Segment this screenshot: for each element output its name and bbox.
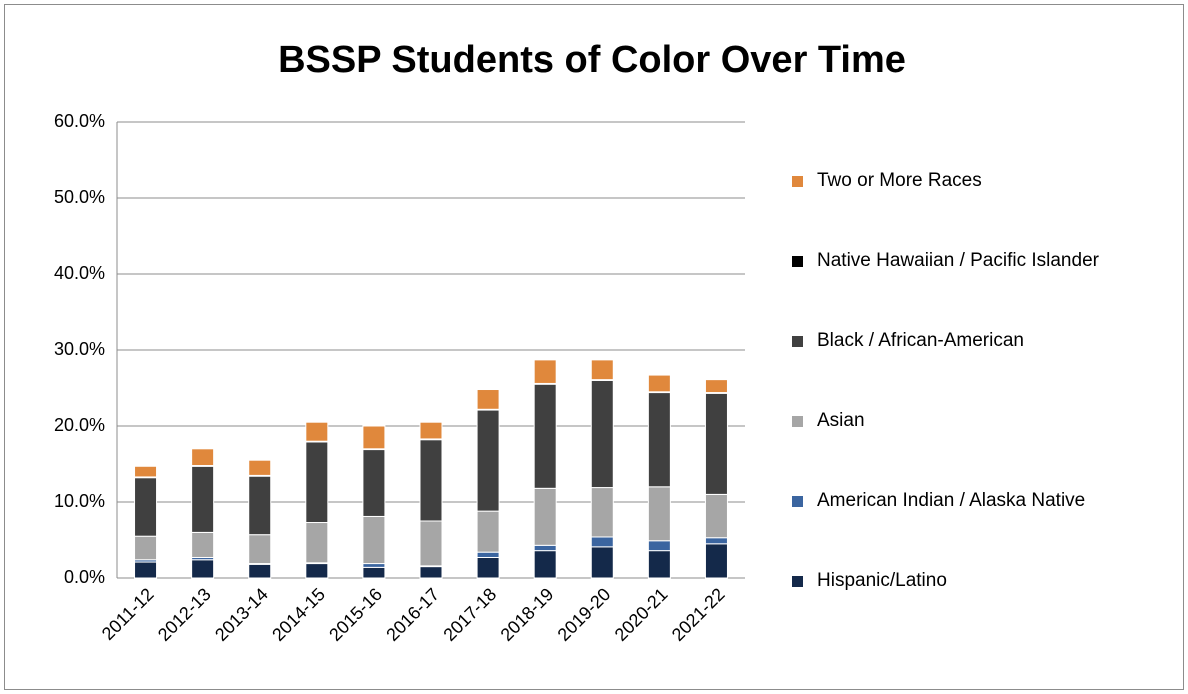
legend-swatch [792,256,803,267]
x-tick-label: 2011-12 [98,584,158,644]
bar-segment [362,425,386,450]
legend-item: Two or More Races [792,165,1152,197]
bar-segment [590,359,614,381]
y-tick-label: 40.0% [54,263,105,283]
bar-segment [647,486,671,542]
bar-segment [248,459,272,476]
bar-segment [305,421,329,442]
legend-item: Native Hawaiian / Pacific Islander [792,245,1152,277]
bar-segment [191,465,215,533]
bar-segment [476,389,500,410]
bar-segment [476,556,500,579]
bar-segment [704,392,728,495]
bar-segment [704,379,728,394]
bar-segment [704,493,728,539]
x-tick-label: 2019-20 [554,584,615,645]
x-tick-label: 2013-14 [211,584,272,645]
legend-item: Asian [792,405,1152,437]
bar-segment [305,563,329,579]
bar-segment [134,477,158,537]
bar-segment [362,449,386,517]
bar-segment [533,544,557,552]
bar-segment [191,448,215,467]
legend-label: Asian [817,410,865,431]
y-tick-label: 20.0% [54,415,105,435]
legend-item: American Indian / Alaska Native [792,485,1152,517]
bar-segment [419,421,443,440]
legend-label: American Indian / Alaska Native [817,490,1086,511]
legend-swatch [792,576,803,587]
bar-segment [647,540,671,552]
bar-segment [476,510,500,553]
legend-swatch [792,416,803,427]
bar-segment [476,551,500,558]
bar-segment [704,543,728,579]
bar-segment [305,441,329,524]
x-tick-label: 2015-16 [325,584,386,645]
bar-segment [134,535,158,561]
bar-segment [590,546,614,579]
legend-swatch [792,336,803,347]
y-tick-label: 30.0% [54,339,105,359]
bar-segment [362,515,386,565]
legend-label: Native Hawaiian / Pacific Islander [817,250,1099,271]
bar-segment [533,487,557,546]
bar-segment [362,566,386,579]
legend-label: Black / African-American [817,330,1024,351]
legend-item: Black / African-American [792,325,1152,357]
legend-swatch [792,496,803,507]
chart-title: BSSP Students of Color Over Time [278,39,906,81]
legend-item: Hispanic/Latino [792,565,1152,597]
x-tick-label: 2021-22 [668,584,729,645]
bar-segment [704,537,728,545]
bar-segment [533,359,557,384]
bar-segment [191,531,215,558]
y-tick-label: 60.0% [54,111,105,131]
y-tick-label: 10.0% [54,491,105,511]
bar-segment [590,379,614,489]
chart-border [4,4,1184,690]
bar-segment [647,374,671,393]
bar-segment [533,550,557,579]
bar-segment [590,536,614,548]
y-tick-label: 0.0% [64,567,105,587]
legend-swatch [792,176,803,187]
bar-segment [191,559,215,579]
bar-segment [647,392,671,488]
bar-segment [647,550,671,579]
legend-label: Hispanic/Latino [817,570,947,591]
bar-segment [248,563,272,579]
bar-segment [134,465,158,478]
x-tick-label: 2020-21 [611,584,672,645]
bar-segment [134,561,158,579]
legend-label: Two or More Races [817,170,982,191]
y-tick-label: 50.0% [54,187,105,207]
bar-segment [362,563,386,568]
x-tick-label: 2014-15 [268,584,329,645]
bar-segment [419,566,443,579]
bar-segment [248,534,272,565]
bar-segment [476,409,500,512]
x-tick-label: 2012-13 [154,584,215,645]
bar-segment [419,520,443,567]
x-tick-label: 2018-19 [497,584,558,645]
bar-segment [305,522,329,564]
x-tick-label: 2016-17 [382,584,443,645]
bar-segment [419,439,443,522]
bar-segment [590,487,614,538]
bar-segment [248,475,272,536]
x-tick-label: 2017-18 [439,584,500,645]
bar-segment [533,383,557,489]
